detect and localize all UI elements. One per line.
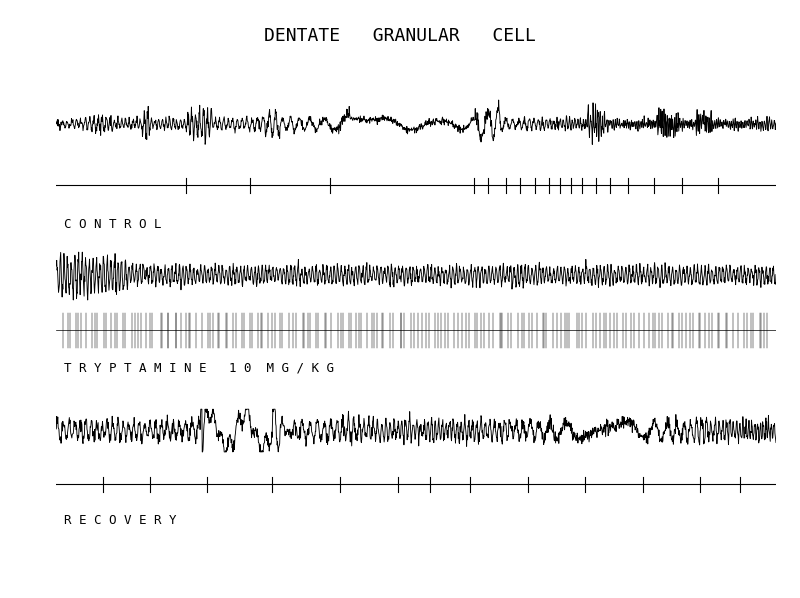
Text: R E C O V E R Y: R E C O V E R Y [64,514,177,527]
Text: DENTATE   GRANULAR   CELL: DENTATE GRANULAR CELL [264,27,536,45]
Text: C O N T R O L: C O N T R O L [64,218,162,231]
Text: T R Y P T A M I N E   1 0  M G / K G: T R Y P T A M I N E 1 0 M G / K G [64,362,334,375]
